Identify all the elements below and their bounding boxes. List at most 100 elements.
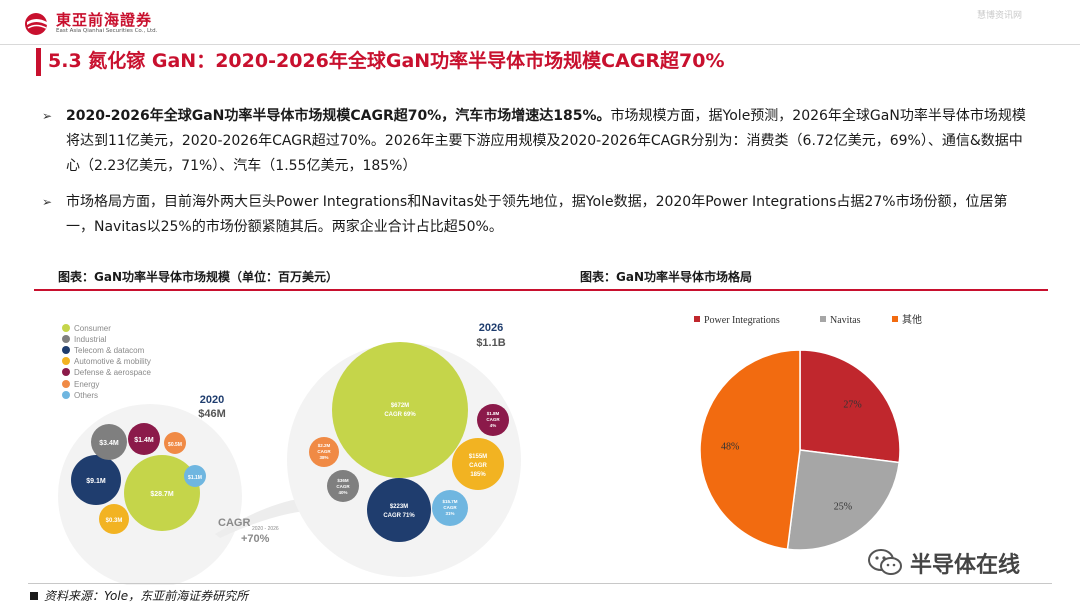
cagr-period: 2020 - 2026 bbox=[252, 526, 279, 532]
bubble-2020-others bbox=[184, 465, 206, 487]
page-title: 5.3 氮化镓 GaN：2020-2026年全球GaN功率半导体市场规模CAGR… bbox=[48, 50, 725, 72]
legend-label-power-integrations: Power Integrations bbox=[704, 315, 780, 326]
bubble-2026-defense bbox=[477, 404, 509, 436]
bubble-2020-defense-value: $1.4M bbox=[134, 437, 154, 444]
logo-mark-icon bbox=[25, 13, 47, 35]
bubble-2026-energy-value: $2.2M bbox=[318, 443, 331, 448]
legend-swatch-others bbox=[892, 316, 898, 322]
legend-dot-industrial bbox=[62, 335, 70, 343]
legend-label: Defense & aerospace bbox=[74, 368, 151, 377]
paragraph-body: 市场格局方面，目前海外两大巨头Power Integrations和Navita… bbox=[66, 194, 1008, 235]
cagr-label: CAGR bbox=[218, 517, 250, 529]
legend-dot-automotive bbox=[62, 357, 70, 365]
figure-divider bbox=[34, 289, 1048, 291]
figure-label-market-share: 图表：GaN功率半导体市场格局 bbox=[580, 270, 752, 284]
bubble-2020-consumer-value: $28.7M bbox=[150, 491, 174, 498]
bubble-legend: Consumer Industrial Telecom & datacom Au… bbox=[62, 324, 151, 400]
bubble-2026-defense-cagr: CAGR bbox=[486, 417, 500, 422]
legend-dot-telecom bbox=[62, 346, 70, 354]
bubble-2020-industrial bbox=[91, 424, 127, 460]
wechat-watermark: 半导体在线 bbox=[862, 545, 1062, 579]
bullet-paragraph-market-size: ➢ 2020-2026年全球GaN功率半导体市场规模CAGR超70%，汽车市场增… bbox=[42, 104, 1035, 179]
pie-slices bbox=[699, 349, 901, 551]
bullet-paragraph-market-landscape: ➢ 市场格局方面，目前海外两大巨头Power Integrations和Navi… bbox=[42, 190, 1035, 240]
legend-dot-consumer bbox=[62, 324, 70, 332]
wechat-icon bbox=[868, 549, 902, 575]
bubble-2026-energy bbox=[309, 437, 339, 467]
source-note: 资料来源：Yole，东亚前海证券研究所 bbox=[30, 587, 248, 604]
arrow-bullet-icon: ➢ bbox=[42, 109, 53, 123]
watermark-text: 慧博资讯网 bbox=[976, 11, 1022, 21]
square-bullet-icon bbox=[30, 592, 38, 600]
legend-label-others: 其他 bbox=[902, 313, 922, 326]
bubble-2026-telecom-value: $223M bbox=[390, 504, 408, 510]
header-divider bbox=[0, 44, 1080, 45]
arrow-bullet-icon: ➢ bbox=[42, 195, 53, 209]
bubble-2020-telecom bbox=[71, 455, 121, 505]
bubble-2026-industrial-pct: 40% bbox=[338, 490, 347, 495]
bubble-2020-consumer bbox=[124, 455, 200, 531]
bubble-2026-telecom-cagr: CAGR 71% bbox=[383, 513, 415, 519]
footer-divider bbox=[28, 583, 1052, 584]
legend-label: Automotive & mobility bbox=[74, 357, 151, 366]
bubble-2026-industrial-value: $36M bbox=[337, 478, 349, 483]
logo-text-en: East Asia Qianhai Securities Co., Ltd. bbox=[56, 28, 158, 34]
legend-label: Consumer bbox=[74, 324, 111, 333]
legend-label: Telecom & datacom bbox=[74, 346, 145, 355]
pie-slice-1 bbox=[786, 449, 901, 551]
paragraph-body: 市场规模方面，据Yole预测，2026年全球GaN功率半导体市场规模将达到11亿… bbox=[66, 108, 1026, 174]
legend-label: Industrial bbox=[74, 335, 107, 344]
bubble-2020-others-value: $1.1M bbox=[188, 475, 202, 481]
bubble-2026-others-cagr: CAGR bbox=[443, 505, 457, 510]
bubble-2026-industrial bbox=[327, 470, 359, 502]
bubble-2026-others bbox=[432, 490, 468, 526]
wechat-account-name: 半导体在线 bbox=[910, 553, 1021, 578]
company-logo: 東亞前海證券 East Asia Qianhai Securities Co.,… bbox=[22, 8, 212, 40]
cagr-value: +70% bbox=[241, 533, 270, 545]
legend-label: Others bbox=[74, 391, 98, 400]
legend-label-navitas: Navitas bbox=[830, 315, 861, 326]
bubble-2026-automotive-value: $155M bbox=[469, 454, 487, 460]
bubble-2026-defense-pct: 4% bbox=[490, 423, 497, 428]
pie-slice-2 bbox=[699, 349, 801, 551]
paragraph-bold-lead: 2020-2026年全球GaN功率半导体市场规模CAGR超70%，汽车市场增速达… bbox=[66, 108, 611, 124]
year-2026-total: $1.1B bbox=[476, 337, 505, 349]
bubble-chart-market-size: Consumer Industrial Telecom & datacom Au… bbox=[58, 322, 521, 585]
bubble-2026-consumer-cagr: CAGR 69% bbox=[384, 412, 416, 418]
pie-legend: Power Integrations Navitas 其他 bbox=[694, 313, 922, 326]
year-2020-total: $46M bbox=[198, 408, 226, 420]
pie-chart-market-share: Power Integrations Navitas 其他 27% 25% 48% bbox=[694, 313, 922, 551]
bubble-2026-defense-value: $1.8M bbox=[487, 411, 500, 416]
bubble-2020-industrial-value: $3.4M bbox=[99, 440, 119, 447]
bubble-2026-consumer-value: $672M bbox=[391, 403, 409, 409]
title-accent-bar bbox=[36, 48, 41, 76]
legend-dot-energy bbox=[62, 380, 70, 388]
pie-slice-0 bbox=[799, 349, 901, 464]
legend-swatch-navitas bbox=[820, 316, 826, 322]
bubble-2026-industrial-cagr: CAGR bbox=[336, 484, 350, 489]
pie-labels: 27% 25% 48% bbox=[721, 400, 862, 513]
pie-slice-label-0: 27% bbox=[843, 400, 861, 411]
legend-label: Energy bbox=[74, 380, 99, 389]
year-2026-label: 2026 bbox=[479, 322, 503, 334]
logo-text-cn: 東亞前海證券 bbox=[56, 11, 153, 29]
bubble-2026-energy-cagr: CAGR bbox=[317, 449, 331, 454]
bubble-2026-others-pct: 31% bbox=[445, 511, 454, 516]
bubble-2026-automotive-pct: 185% bbox=[470, 472, 486, 478]
figure-label-market-size: 图表：GaN功率半导体市场规模（单位：百万美元） bbox=[58, 270, 338, 284]
bubble-2020-telecom-value: $9.1M bbox=[86, 478, 106, 485]
pie-slice-label-1: 25% bbox=[834, 501, 852, 512]
bubble-2026-automotive bbox=[452, 438, 504, 490]
bubble-2020-energy-value: $0.5M bbox=[168, 442, 182, 448]
bubble-2026-telecom bbox=[367, 478, 431, 542]
bubble-2026-others-value: $15.7M bbox=[442, 499, 457, 504]
bubble-2020-automotive-value: $0.3M bbox=[106, 518, 123, 524]
bubble-2026-consumer bbox=[332, 342, 468, 478]
legend-dot-others bbox=[62, 391, 70, 399]
legend-dot-defense bbox=[62, 368, 70, 376]
paragraph-text: 2020-2026年全球GaN功率半导体市场规模CAGR超70%，汽车市场增速达… bbox=[50, 104, 1035, 179]
bubble-2020-defense bbox=[128, 423, 160, 455]
pie-slice-label-2: 48% bbox=[721, 442, 739, 453]
bubble-2020-automotive bbox=[99, 504, 129, 534]
bubble-2026-energy-pct: 38% bbox=[319, 455, 328, 460]
